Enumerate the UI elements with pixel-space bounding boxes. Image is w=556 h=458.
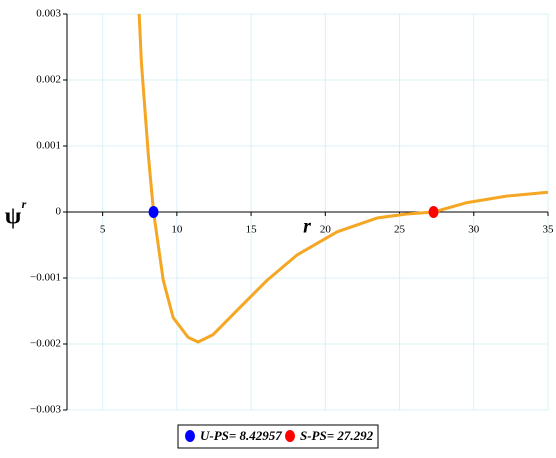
legend-box xyxy=(177,424,379,449)
y-tick-label: 0.003 xyxy=(36,8,61,20)
y-tick-label: 0.001 xyxy=(36,140,61,152)
point xyxy=(428,206,439,218)
legend-swatch xyxy=(185,430,195,442)
legend-label: U-PS= 8.42957 xyxy=(200,428,282,443)
legend-swatch xyxy=(285,430,295,442)
legend-label: S-PS= 27.292 xyxy=(300,428,374,443)
x-tick-label: 10 xyxy=(171,224,183,236)
y-tick-label: −0.003 xyxy=(30,404,61,416)
y-tick-label: 0.002 xyxy=(36,74,61,86)
y-tick-label: −0.001 xyxy=(30,272,61,284)
point xyxy=(148,206,159,218)
plot: −0.003 −0.002 −0.001 0 0.001 0.002 0.003 5 10 15 2… xyxy=(30,8,555,416)
y-tick-label: 0 xyxy=(56,206,62,218)
x-tick-label: 35 xyxy=(543,224,555,236)
x-tick-label: 25 xyxy=(394,224,406,236)
x-tick-label: 15 xyxy=(246,224,258,236)
x-tick-label: 5 xyxy=(100,224,106,236)
curve xyxy=(137,14,548,344)
x-tick-label: 30 xyxy=(468,224,480,236)
x-tick-label: 20 xyxy=(320,224,332,236)
y-label-sup: r xyxy=(22,197,27,211)
x-label: r xyxy=(303,216,311,238)
y-tick-label: −0.002 xyxy=(30,338,61,350)
legend: U-PS= 8.42957 S-PS= 27.292 xyxy=(185,428,374,443)
y-label: ψ xyxy=(5,204,22,230)
